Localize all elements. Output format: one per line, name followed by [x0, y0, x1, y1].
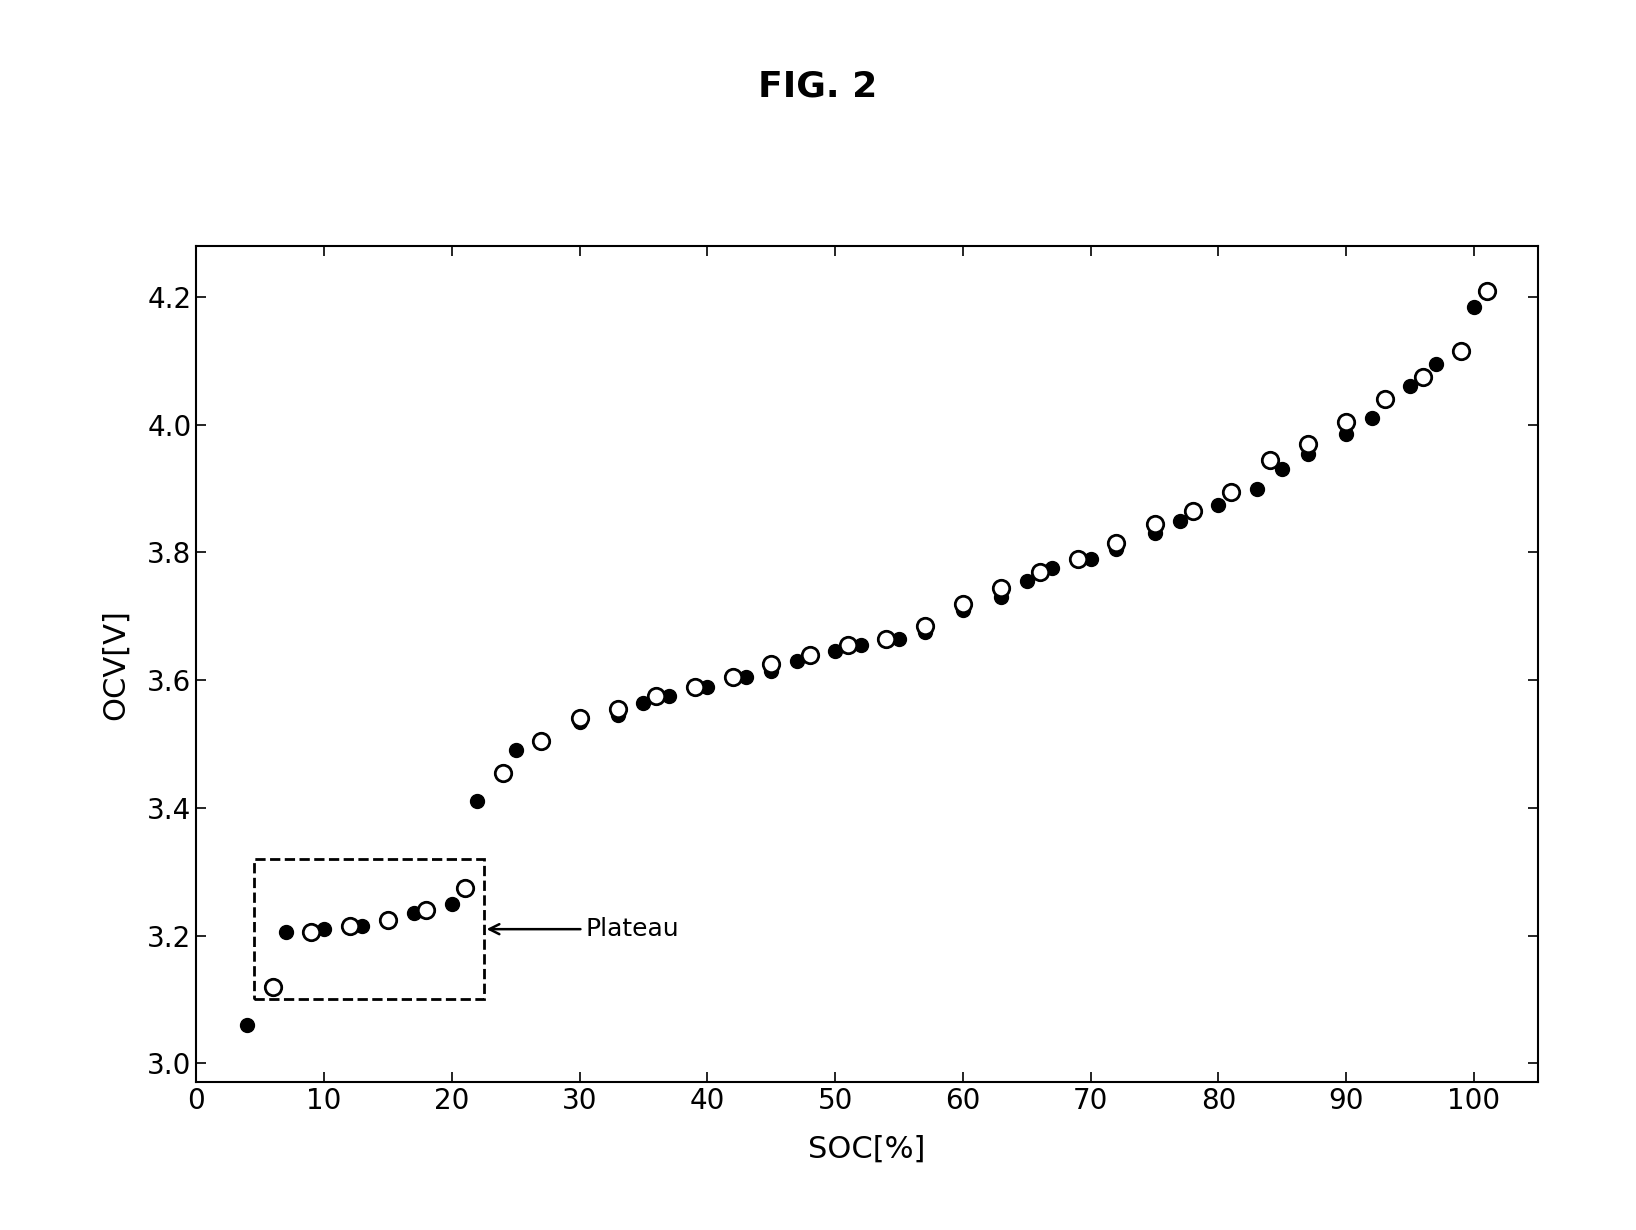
Point	[1014, 572, 1040, 592]
Point	[1180, 501, 1206, 520]
Point	[1206, 494, 1232, 514]
Text: FIG. 2: FIG. 2	[759, 69, 877, 103]
Point	[1026, 562, 1052, 582]
Bar	[254, 859, 484, 1000]
Point	[951, 600, 977, 620]
Point	[234, 1015, 260, 1034]
Point	[438, 894, 465, 914]
Point	[1103, 540, 1129, 560]
Point	[1065, 549, 1091, 568]
Point	[988, 578, 1014, 598]
Point	[784, 651, 810, 670]
Point	[1410, 367, 1436, 386]
Point	[375, 910, 401, 930]
Point	[797, 645, 823, 664]
Point	[1166, 510, 1193, 530]
Point	[1294, 444, 1320, 464]
Point	[1103, 533, 1129, 552]
Point	[834, 635, 861, 654]
Point	[452, 878, 478, 898]
Point	[605, 706, 631, 726]
Point	[821, 642, 847, 662]
Point	[298, 922, 324, 942]
Point	[757, 661, 784, 680]
Point	[337, 916, 363, 936]
Point	[1243, 478, 1270, 498]
Point	[988, 587, 1014, 606]
Point	[911, 622, 937, 642]
Point	[887, 629, 913, 648]
Point	[1397, 376, 1423, 396]
Point	[1256, 450, 1283, 470]
Point	[1474, 280, 1500, 300]
Point	[1358, 408, 1384, 428]
Point	[566, 708, 592, 728]
Point	[1423, 354, 1449, 374]
Point	[1461, 296, 1487, 316]
Point	[951, 594, 977, 614]
Point	[1333, 424, 1360, 444]
Point	[1270, 460, 1296, 480]
Point	[273, 922, 299, 942]
Point	[311, 919, 337, 938]
Point	[528, 731, 555, 750]
Point	[682, 676, 708, 696]
Point	[1078, 549, 1104, 568]
Text: Plateau: Plateau	[489, 918, 679, 941]
Point	[260, 977, 286, 996]
Point	[757, 654, 784, 674]
Point	[643, 686, 669, 706]
Point	[375, 910, 401, 930]
X-axis label: SOC[%]: SOC[%]	[808, 1135, 926, 1164]
Point	[630, 692, 656, 712]
Point	[502, 740, 528, 760]
Point	[401, 903, 427, 922]
Point	[720, 667, 746, 686]
Point	[350, 916, 376, 936]
Point	[1039, 558, 1065, 578]
Point	[1142, 514, 1168, 534]
Y-axis label: OCV[V]: OCV[V]	[101, 609, 131, 720]
Point	[1333, 412, 1360, 432]
Point	[656, 686, 682, 706]
Point	[874, 629, 900, 648]
Point	[605, 699, 631, 718]
Point	[694, 676, 720, 696]
Point	[414, 900, 440, 920]
Point	[847, 635, 874, 654]
Point	[566, 712, 592, 732]
Point	[733, 667, 759, 686]
Point	[1219, 482, 1245, 502]
Point	[465, 792, 491, 812]
Point	[1371, 390, 1397, 410]
Point	[1142, 524, 1168, 544]
Point	[489, 763, 515, 782]
Point	[528, 731, 555, 750]
Point	[1294, 434, 1320, 454]
Point	[1448, 342, 1474, 362]
Point	[911, 616, 937, 636]
